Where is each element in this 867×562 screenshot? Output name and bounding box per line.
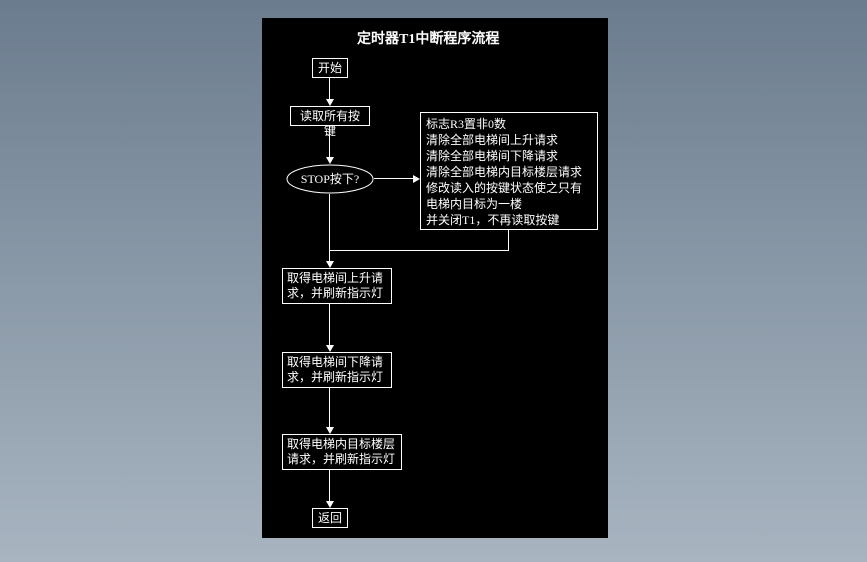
flowchart-canvas: 定时器T1中断程序流程 开始 读取所有按键 STOP按下? 标志R3置非0数 清… (262, 18, 608, 538)
node-return: 返回 (312, 508, 348, 528)
arrow (326, 345, 334, 352)
edge (329, 388, 330, 428)
arrow (326, 99, 334, 106)
arrow (326, 501, 334, 508)
edge (329, 250, 509, 251)
edge (508, 230, 509, 250)
node-side-actions: 标志R3置非0数 清除全部电梯间上升请求 清除全部电梯间下降请求 清除全部电梯内… (420, 112, 598, 230)
edge (329, 304, 330, 346)
down-line: 求，并刷新指示灯 (287, 370, 387, 385)
side-line: 清除全部电梯间下降请求 (426, 148, 592, 164)
edge (329, 126, 330, 158)
edge (374, 178, 414, 179)
node-up-request: 取得电梯间上升请 求，并刷新指示灯 (282, 268, 392, 304)
side-line: 修改读入的按键状态使之只有 (426, 180, 592, 196)
arrow (413, 175, 420, 183)
node-stop-decision: STOP按下? (286, 164, 374, 194)
node-read-keys: 读取所有按键 (290, 106, 370, 126)
target-line: 取得电梯内目标楼层 (287, 437, 397, 452)
arrow (326, 261, 334, 268)
side-line: 电梯内目标为一楼 (426, 196, 592, 212)
node-start: 开始 (312, 58, 348, 78)
node-down-request: 取得电梯间下降请 求，并刷新指示灯 (282, 352, 392, 388)
side-line: 标志R3置非0数 (426, 116, 592, 132)
up-line: 取得电梯间上升请 (287, 271, 387, 286)
side-line: 并关闭T1，不再读取按键 (426, 212, 592, 228)
edge (329, 470, 330, 502)
edge (329, 194, 330, 262)
up-line: 求，并刷新指示灯 (287, 286, 387, 301)
target-line: 请求，并刷新指示灯 (287, 452, 397, 467)
decision-label: STOP按下? (286, 164, 374, 194)
arrow (326, 157, 334, 164)
chart-title: 定时器T1中断程序流程 (357, 28, 499, 48)
down-line: 取得电梯间下降请 (287, 355, 387, 370)
side-line: 清除全部电梯间上升请求 (426, 132, 592, 148)
node-target-floor: 取得电梯内目标楼层 请求，并刷新指示灯 (282, 434, 402, 470)
side-line: 清除全部电梯内目标楼层请求 (426, 164, 592, 180)
edge (329, 78, 330, 100)
arrow (326, 427, 334, 434)
